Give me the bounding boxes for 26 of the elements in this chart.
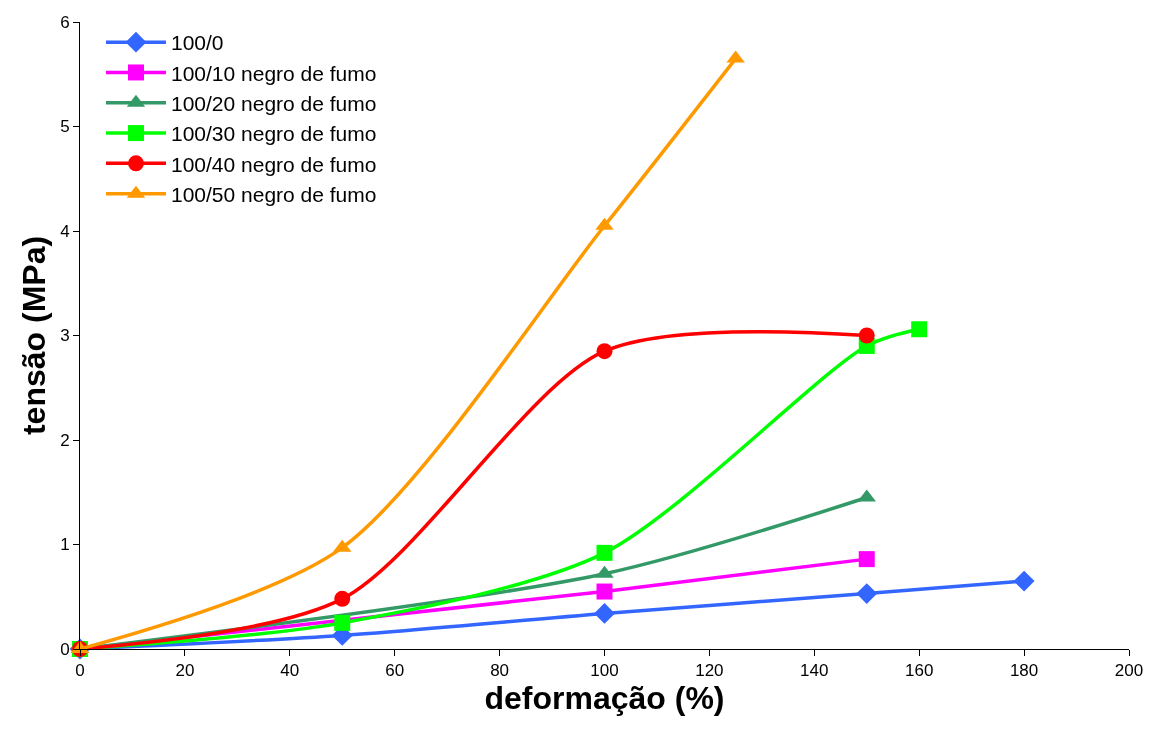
legend-label: 100/30 negro de fumo xyxy=(170,122,377,146)
y-tick-label: 5 xyxy=(60,117,70,137)
x-tick-label: 140 xyxy=(800,661,829,681)
y-axis-title: tensão (MPa) xyxy=(16,235,53,436)
x-tick-label: 60 xyxy=(385,661,405,681)
legend-label: 100/10 negro de fumo xyxy=(170,61,377,85)
y-tick-label: 3 xyxy=(60,326,70,346)
y-tick-label: 4 xyxy=(60,221,70,241)
y-tick-label: 0 xyxy=(60,639,70,659)
x-tick-label: 40 xyxy=(280,661,300,681)
x-tick-label: 180 xyxy=(1009,661,1039,681)
legend-label: 100/50 negro de fumo xyxy=(170,182,377,206)
x-axis-title: deformação (%) xyxy=(484,680,725,717)
x-tick-label: 0 xyxy=(75,661,85,681)
x-tick-label: 200 xyxy=(1114,661,1144,681)
x-tick-label: 120 xyxy=(695,661,724,681)
x-tick-label: 20 xyxy=(175,661,195,681)
x-tick-label: 160 xyxy=(905,661,934,681)
x-tick-label: 80 xyxy=(490,661,510,681)
y-tick-label: 1 xyxy=(60,535,70,555)
legend-label: 100/40 negro de fumo xyxy=(170,152,377,176)
x-tick-label: 100 xyxy=(590,661,619,681)
y-tick-label: 2 xyxy=(60,430,70,450)
legend-label: 100/20 negro de fumo xyxy=(170,91,377,115)
y-tick-label: 6 xyxy=(60,12,70,32)
legend-label: 100/0 xyxy=(170,31,224,55)
